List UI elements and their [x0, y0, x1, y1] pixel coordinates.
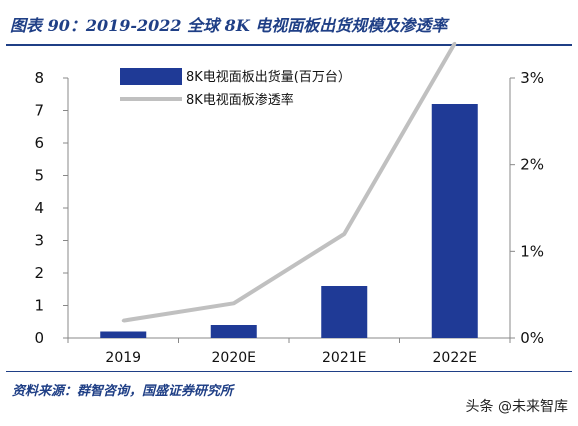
- legend-line-label: 8K电视面板渗透率: [186, 92, 294, 108]
- x-tick-label: 2021E: [322, 350, 366, 366]
- y-right-tick-label: 3%: [520, 69, 544, 87]
- penetration-point-2022E: [453, 41, 457, 45]
- chart-area: 0 1 2 3 4 5 6 7 8 0% 1% 2% 3% 2019 2020E 2021E 2022E 8K电视…: [34, 41, 544, 366]
- y-left-tick-label: 2: [34, 264, 44, 282]
- title-divider: [6, 44, 572, 46]
- bar-2020E: [210, 325, 257, 338]
- penetration-line: [122, 42, 457, 323]
- legend-bar-swatch: [120, 68, 182, 85]
- x-tick-label: 2022E: [433, 350, 477, 366]
- penetration-point-2019: [121, 319, 125, 323]
- y-right-tick-label: 1%: [520, 242, 544, 260]
- y-left-tick-label: 8: [34, 69, 44, 87]
- y-left-tick-label: 5: [34, 167, 44, 185]
- legend-bar-label: 8K电视面板出货量(百万台）: [186, 69, 351, 85]
- y-left-tick-label: 1: [34, 297, 44, 315]
- bar-2022E: [431, 104, 478, 338]
- y-left-tick-label: 7: [34, 102, 44, 120]
- bar-2019: [100, 331, 147, 338]
- y-left-tick-label: 3: [34, 232, 44, 250]
- penetration-point-2020E: [232, 301, 236, 305]
- watermark: 头条 @未来智库: [465, 399, 568, 415]
- y-right-tick-label: 0%: [520, 329, 544, 347]
- x-tick-label: 2019: [105, 350, 141, 366]
- source-note: 资料来源：群智咨询，国盛证券研究所: [12, 384, 234, 399]
- source-divider: [6, 371, 572, 372]
- y-left-tick-label: 4: [34, 199, 44, 217]
- chart-title: 图表 90：2019-2022 全球 8K 电视面板出货规模及渗透率: [10, 16, 448, 35]
- y-left-tick-label: 0: [34, 329, 44, 347]
- y-left-tick-label: 6: [34, 134, 44, 152]
- penetration-point-2021E: [342, 232, 346, 236]
- x-tick-label: 2020E: [212, 350, 256, 366]
- y-right-tick-label: 2%: [520, 156, 544, 174]
- bar-2021E: [321, 286, 368, 338]
